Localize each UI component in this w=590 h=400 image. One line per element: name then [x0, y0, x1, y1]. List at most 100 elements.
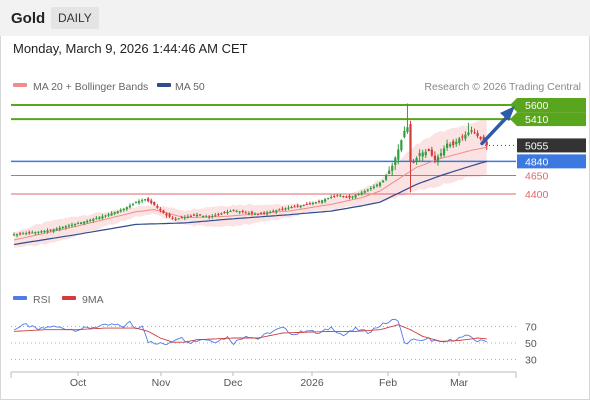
candle-body [485, 141, 488, 146]
candle-body [293, 206, 296, 208]
candle-body [299, 205, 302, 208]
rsi-line [13, 318, 487, 346]
candle-body [28, 232, 31, 234]
candle-body [55, 228, 58, 231]
candle-body [134, 202, 138, 204]
level-label-4840: 4840 [525, 156, 549, 168]
candle-body [131, 203, 135, 205]
candle-body [217, 214, 220, 216]
candle-body [195, 214, 199, 217]
candle-body [168, 214, 171, 217]
candle-body [183, 216, 186, 219]
candle-body [339, 195, 342, 197]
candle-body [378, 182, 382, 186]
x-tick-label-Feb: Feb [379, 377, 397, 389]
candle-body [397, 149, 400, 160]
level-label-4400: 4400 [525, 189, 549, 201]
candle-body [467, 132, 470, 135]
asset-name: Gold [11, 10, 46, 27]
candle-body [442, 148, 446, 156]
candle-body [336, 195, 339, 197]
level-tag-pointer-5410 [510, 112, 517, 127]
candle-body [150, 200, 153, 204]
candle-body [308, 203, 311, 205]
candle-body [22, 233, 25, 235]
candle-body [211, 216, 214, 218]
period-selector[interactable]: DAILY [51, 7, 99, 29]
candle-body [125, 207, 128, 210]
candle-body [311, 202, 314, 204]
candle-body [446, 143, 449, 148]
candle-body [159, 208, 162, 211]
candle-body [104, 215, 107, 217]
candle-body [113, 212, 116, 214]
candle-body [12, 234, 16, 236]
candle-body [439, 153, 443, 156]
candle-body [73, 223, 77, 226]
forecast-arrow-head [500, 106, 515, 121]
candle-body [89, 219, 92, 221]
candle-body [15, 234, 19, 236]
candle-body [372, 186, 375, 189]
candle-body [381, 180, 385, 183]
candle-body [430, 149, 433, 156]
candle-body [58, 227, 61, 230]
candle-body [324, 199, 327, 202]
candle-body [92, 218, 95, 221]
candle-body [98, 217, 101, 219]
candle-body [144, 199, 147, 201]
candle-body [464, 134, 467, 139]
candle-body [424, 151, 427, 156]
ma9-legend-swatch [62, 296, 76, 300]
candle-body [391, 165, 394, 171]
timestamp: Monday, March 9, 2026 1:44:46 AM CET [13, 41, 248, 56]
candle-body [275, 210, 278, 212]
candle-body [232, 209, 235, 211]
rsi-legend-swatch [13, 296, 27, 300]
candle-body [226, 211, 229, 214]
candle-body [95, 218, 98, 220]
ma50-legend-label: MA 50 [175, 81, 205, 93]
candle-body [220, 213, 223, 215]
candle-body [86, 220, 89, 223]
candle-body [128, 205, 131, 208]
candle-body [174, 218, 177, 220]
candle-body [235, 210, 238, 212]
candle-body [177, 218, 180, 220]
bollinger-band [14, 120, 487, 248]
candle-body [31, 232, 34, 234]
candle-body [67, 225, 70, 227]
candle-body [360, 192, 363, 195]
candle-body [205, 216, 208, 218]
candle-body [165, 213, 168, 216]
candle-body [119, 209, 122, 212]
credit-label: Research © 2026 Trading Central [424, 81, 581, 93]
candle-body [412, 161, 415, 163]
rsi-tick-30: 30 [525, 355, 537, 367]
candle-body [375, 184, 379, 187]
candle-body [52, 229, 55, 232]
candle-body [330, 196, 333, 199]
candle-body [64, 226, 67, 228]
candle-body [250, 211, 253, 214]
candle-body [192, 214, 196, 216]
level-tag-5600 [517, 98, 586, 112]
candle-body [256, 214, 260, 216]
ma9-legend-label: 9MA [82, 294, 104, 306]
ma20-legend-label: MA 20 + Bollinger Bands [33, 81, 148, 93]
candle-body [348, 195, 351, 198]
candle-body [202, 215, 205, 217]
candle-body [189, 215, 192, 217]
candle-body [452, 141, 455, 146]
header-bar: Gold DAILY [0, 0, 590, 36]
candle-body [406, 127, 409, 132]
candle-body [171, 217, 174, 219]
candle-body [70, 224, 74, 226]
candle-body [449, 144, 452, 147]
candle-body [476, 133, 479, 137]
candle-body [156, 206, 159, 208]
candle-body [147, 198, 150, 202]
candle-body [37, 231, 40, 233]
candle-body [141, 200, 144, 202]
